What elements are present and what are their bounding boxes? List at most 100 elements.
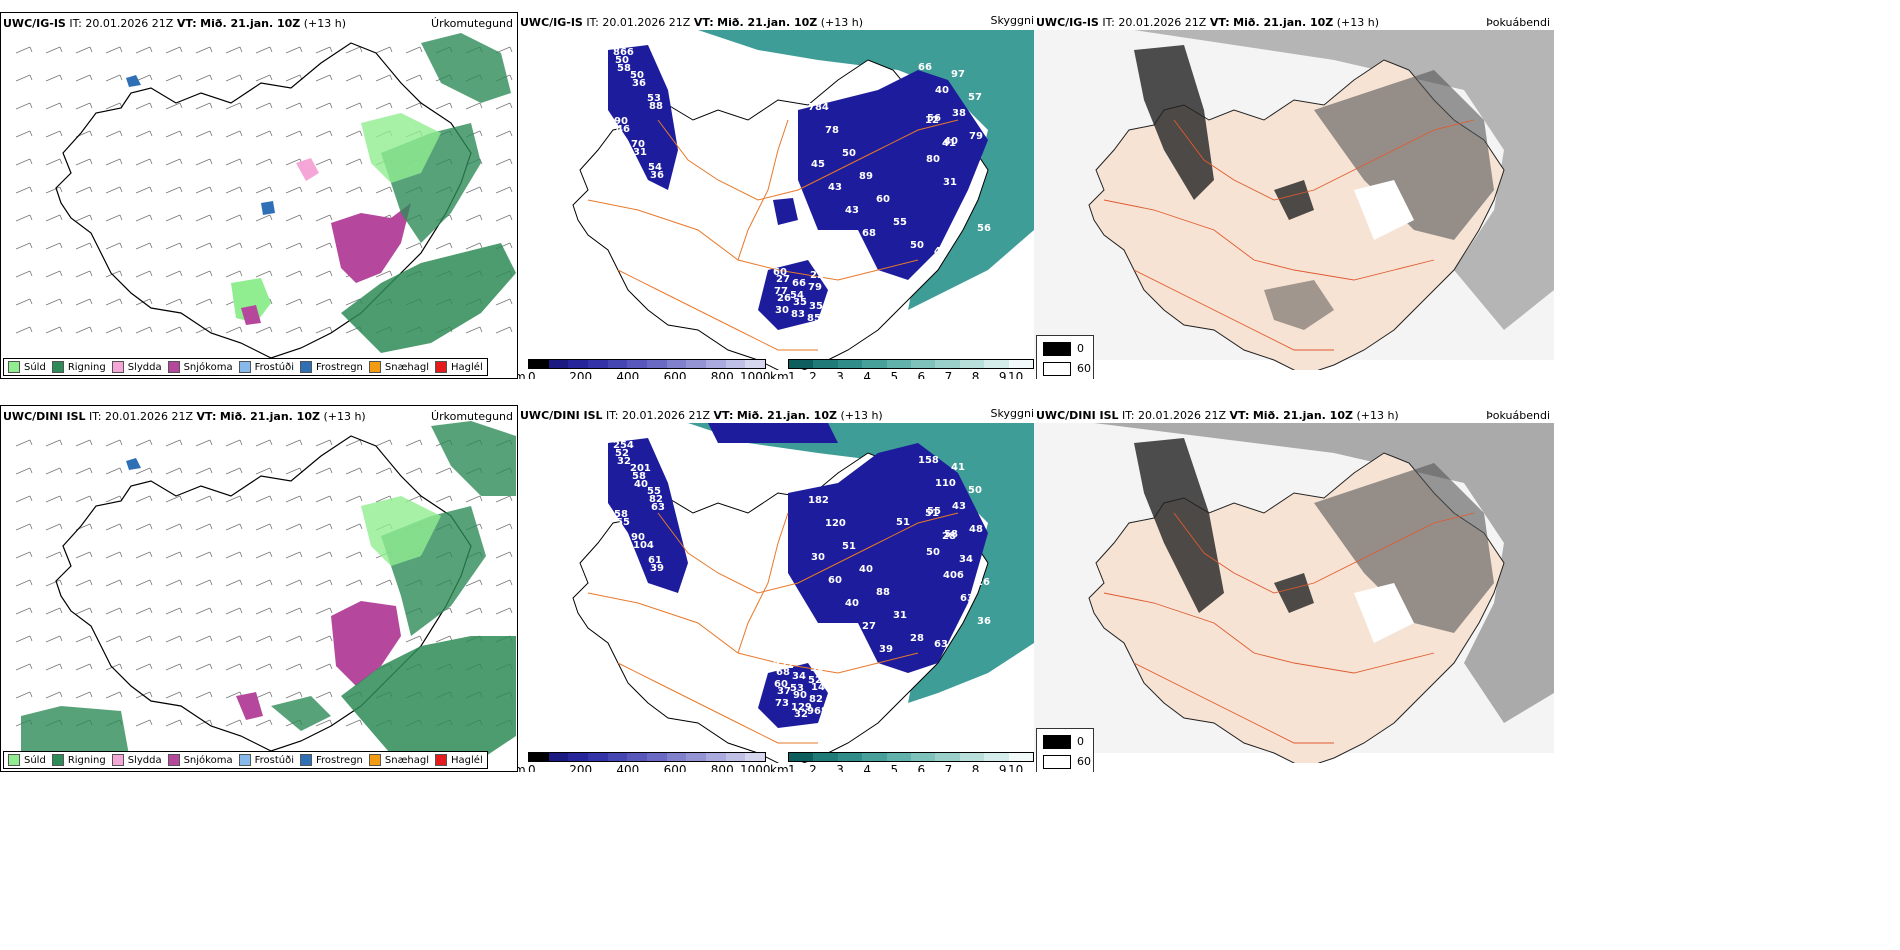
colorbar-tick: 8 xyxy=(971,763,980,772)
visibility-label: 83 xyxy=(791,309,805,320)
wind-barb xyxy=(435,102,453,110)
wind-barb xyxy=(135,130,153,138)
wind-barb xyxy=(285,102,303,110)
wind-barb xyxy=(345,130,363,138)
precip-map-igis xyxy=(15,33,516,359)
wind-barb xyxy=(195,467,213,475)
wind-barb xyxy=(165,579,183,587)
visibility-label: 66 xyxy=(792,278,806,289)
visibility-label: 63 xyxy=(960,593,974,604)
wind-barb xyxy=(225,186,243,194)
header-fog-dini: UWC/DINI ISL IT: 20.01.2026 21Z VT: Mið.… xyxy=(1036,409,1399,422)
colorbar-segment xyxy=(984,753,1009,761)
precip-panel-dini[interactable]: UWC/DINI ISL IT: 20.01.2026 21Z VT: Mið.… xyxy=(0,405,518,772)
wind-barb xyxy=(345,74,363,82)
wind-barb xyxy=(375,102,393,110)
wind-barb xyxy=(345,719,363,727)
wind-barb xyxy=(285,439,303,447)
wind-barb xyxy=(15,495,33,503)
visibility-label: 40 xyxy=(634,479,648,490)
wind-barb xyxy=(135,158,153,166)
visibility-label: 63 xyxy=(651,502,665,513)
visibility-label: 43 xyxy=(952,501,966,512)
visibility-label: 68 xyxy=(776,667,790,678)
wind-barb xyxy=(255,270,273,278)
visibility-label: 37 xyxy=(777,686,791,697)
colorbar-segment xyxy=(1008,360,1034,368)
lead-time: (+13 h) xyxy=(1356,409,1399,422)
visibility-panel-igis[interactable]: UWC/IG-IS IT: 20.01.2026 21Z VT: Mið. 21… xyxy=(518,12,1034,379)
wind-barb xyxy=(15,607,33,615)
wind-barb xyxy=(255,158,273,166)
wind-barb xyxy=(255,691,273,699)
wind-barb xyxy=(255,467,273,475)
wind-barb xyxy=(285,579,303,587)
wind-barb xyxy=(135,663,153,671)
colorbar-segment xyxy=(813,753,838,761)
wind-barb xyxy=(15,326,33,334)
fog-legend: 0 60 xyxy=(1036,335,1094,379)
wind-barb xyxy=(315,579,333,587)
legend-item-frostúði: Frostúði xyxy=(238,754,294,766)
wind-barb xyxy=(15,214,33,222)
colorbar-tick: 0 xyxy=(528,763,536,772)
visibility-label: 35 xyxy=(793,297,807,308)
wind-barb xyxy=(495,158,513,166)
wind-barb xyxy=(255,523,273,531)
lead-time: (+13 h) xyxy=(820,16,864,29)
visibility-label: 38 xyxy=(952,108,966,119)
wind-barb xyxy=(165,298,183,306)
visibility-label: 55 xyxy=(893,217,907,228)
legend-swatch xyxy=(111,754,124,766)
title-precip-dini: Úrkomutegund xyxy=(431,410,513,423)
colorbar-tick: 4 xyxy=(863,370,871,379)
colorbar-segment xyxy=(984,360,1009,368)
wind-barb xyxy=(75,495,93,503)
fog-value-dark: 0 xyxy=(1077,735,1084,748)
wind-barb xyxy=(405,46,423,54)
wind-barb xyxy=(315,439,333,447)
wind-barb xyxy=(135,635,153,643)
visibility-panel-dini[interactable]: UWC/DINI ISL IT: 20.01.2026 21Z VT: Mið.… xyxy=(518,405,1034,772)
legend-swatch xyxy=(368,361,381,373)
lead-time: (+13 h) xyxy=(323,410,366,423)
legend-label: Frostregn xyxy=(316,361,363,373)
wind-barb xyxy=(105,607,123,615)
wind-barb xyxy=(195,579,213,587)
colorbar-tick: 600 xyxy=(663,370,687,379)
visibility-label: 61 xyxy=(648,555,662,566)
legend-swatch xyxy=(300,754,312,766)
wind-barb xyxy=(15,130,33,138)
model-name: UWC/DINI ISL xyxy=(1036,409,1119,422)
colorbar-segment xyxy=(886,753,912,761)
fog-panel-dini[interactable]: UWC/DINI ISL IT: 20.01.2026 21Z VT: Mið.… xyxy=(1034,405,1554,772)
wind-barb xyxy=(45,607,63,615)
fog-value-light: 60 xyxy=(1077,755,1091,768)
visibility-label: 222 xyxy=(773,660,794,671)
colorbar-tick: 2 xyxy=(809,763,817,772)
it-value: 20.01.2026 21Z xyxy=(85,17,174,30)
wind-barb xyxy=(345,579,363,587)
fog-panel-igis[interactable]: UWC/IG-IS IT: 20.01.2026 21Z VT: Mið. 21… xyxy=(1034,12,1554,379)
visibility-label: 12 xyxy=(925,115,939,126)
wind-barb xyxy=(105,298,123,306)
title-fog-igis: Þokuábendi xyxy=(1486,16,1550,29)
legend-item-snjókoma: Snjókoma xyxy=(167,754,233,766)
wind-barb xyxy=(195,214,213,222)
legend-swatch xyxy=(238,754,251,766)
colorbar-tick: 800 xyxy=(710,370,734,379)
wind-barb xyxy=(75,467,93,475)
wind-barb xyxy=(195,719,213,727)
wind-barb xyxy=(345,102,363,110)
wind-barb xyxy=(135,46,153,54)
wind-barb xyxy=(195,326,213,334)
precip-panel-igis[interactable]: UWC/IG-IS IT: 20.01.2026 21Z VT: Mið. 21… xyxy=(0,12,518,379)
legend-label: Rigning xyxy=(67,754,106,766)
wind-barb xyxy=(375,579,393,587)
wind-barb xyxy=(105,186,123,194)
wind-barb xyxy=(495,298,513,306)
legend-label: Rigning xyxy=(67,361,106,373)
fog-legend: 0 60 xyxy=(1036,728,1094,772)
visibility-label: 40 xyxy=(944,136,958,147)
wind-barb xyxy=(405,102,423,110)
